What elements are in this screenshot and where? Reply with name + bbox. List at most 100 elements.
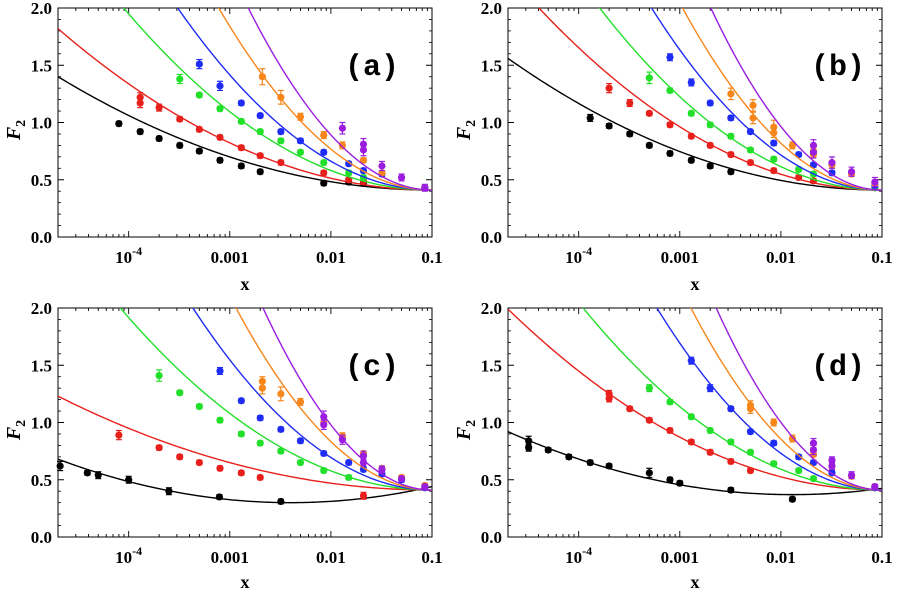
data-point-blue (746, 428, 755, 436)
data-point-green (770, 155, 778, 163)
data-point-green (277, 447, 285, 455)
data-point-blue (277, 128, 285, 136)
data-point-green (795, 466, 803, 475)
data-point-black (525, 437, 533, 445)
data-point-green (296, 458, 305, 467)
data-point-blue (687, 357, 695, 365)
data-point-green (195, 91, 203, 99)
data-point-blue (320, 449, 328, 458)
fit-curve-purple (710, 8, 882, 191)
data-point-black (727, 168, 735, 176)
x-tick-label: 0.001 (661, 548, 699, 567)
data-point-black (544, 446, 552, 454)
panel-c: 0.0 0.5 1.0 1.5 2.0 10-4 0.001 0.01 0.1 x F2 (c) (3, 299, 443, 592)
data-point-black (666, 476, 674, 484)
x-axis-label: x (241, 572, 250, 592)
x-tick-label: 10-4 (565, 544, 592, 567)
data-point-red (666, 426, 674, 435)
fit-curve-purple (247, 8, 432, 191)
panel-b: 0.0 0.5 1.0 1.5 2.0 10-4 0.001 0.01 0.1 x F2 (b) (453, 0, 893, 294)
data-point-blue (256, 414, 264, 422)
data-point-orange (296, 398, 305, 406)
y-tick-label: 1.5 (31, 356, 52, 375)
data-point-green (216, 105, 224, 113)
x-tick-label-exp: -4 (132, 244, 142, 258)
data-point-black (165, 487, 173, 495)
data-point-orange (770, 123, 778, 131)
data-point-red (176, 453, 184, 461)
data-point-red (155, 444, 163, 452)
data-point-red (359, 492, 368, 500)
data-point-red (237, 144, 245, 152)
data-point-blue (770, 139, 778, 147)
x-tick-label: 0.01 (766, 248, 796, 267)
data-point-red (795, 173, 803, 182)
fit-curve-red (58, 395, 432, 491)
data-point-red (216, 464, 224, 472)
fit-curve-purple (715, 308, 882, 491)
data-point-blue (359, 465, 368, 474)
x-tick-label: 0.1 (421, 248, 442, 267)
data-point-black (706, 162, 714, 170)
data-point-purple (320, 421, 328, 429)
data-point-blue (706, 384, 714, 392)
data-point-orange (277, 390, 285, 398)
data-point-orange (359, 156, 368, 164)
data-point-blue (296, 137, 305, 145)
data-point-red (256, 473, 264, 482)
data-point-orange (338, 141, 347, 149)
data-point-blue (195, 60, 203, 68)
y-axis-label: F2 (453, 420, 479, 441)
data-point-green (645, 74, 653, 82)
fit-curve-orange (235, 308, 432, 491)
data-point-blue (237, 397, 245, 405)
data-point-orange (258, 73, 266, 81)
panel-label: (c) (345, 351, 399, 385)
fit-curve-red (508, 308, 882, 491)
y-axis-label-sub: 2 (14, 420, 29, 427)
fit-curve-orange (217, 8, 432, 191)
data-point-black (155, 134, 163, 143)
plot-frame (507, 307, 883, 538)
data-point-red (155, 104, 163, 112)
data-point-orange (749, 114, 757, 122)
data-point-green (645, 384, 653, 392)
data-point-blue (256, 112, 264, 120)
data-point-purple (809, 446, 818, 454)
y-tick-label: 1.0 (31, 414, 52, 433)
data-point-red (176, 115, 184, 123)
fit-curve-green (122, 8, 432, 191)
y-axis-label-sub: 2 (14, 120, 29, 127)
y-tick-label: 0.0 (481, 528, 502, 547)
data-point-orange (770, 418, 778, 427)
data-point-red (626, 405, 634, 413)
data-point-blue (216, 367, 224, 375)
data-point-purple (320, 413, 328, 421)
data-point-purple (421, 483, 429, 491)
data-point-red (237, 469, 245, 477)
data-point-purple (809, 141, 818, 149)
data-point-green (727, 438, 735, 446)
data-point-green (706, 426, 714, 435)
fit-curve-blue (650, 8, 882, 191)
data-point-purple (378, 162, 386, 170)
fit-curve-blue (192, 308, 432, 491)
x-tick-label: 0.01 (766, 548, 796, 567)
data-point-black (525, 444, 533, 452)
fit-curve-red (58, 28, 432, 191)
data-point-orange (749, 101, 757, 109)
fit-curve-blue (176, 8, 432, 191)
y-tick-label: 0.5 (31, 171, 52, 190)
data-point-green (345, 473, 353, 482)
data-point-blue (727, 405, 735, 413)
y-tick-label: 1.0 (31, 114, 52, 133)
fit-curve-blue (656, 308, 882, 491)
x-tick-label: 0.001 (661, 248, 699, 267)
data-point-orange (277, 93, 285, 101)
data-point-blue (687, 78, 695, 87)
data-point-black (565, 453, 573, 461)
panel-label: (d) (811, 351, 865, 385)
data-point-orange (296, 113, 305, 121)
data-point-red (256, 152, 264, 160)
y-axis-label-sub: 2 (464, 420, 479, 427)
